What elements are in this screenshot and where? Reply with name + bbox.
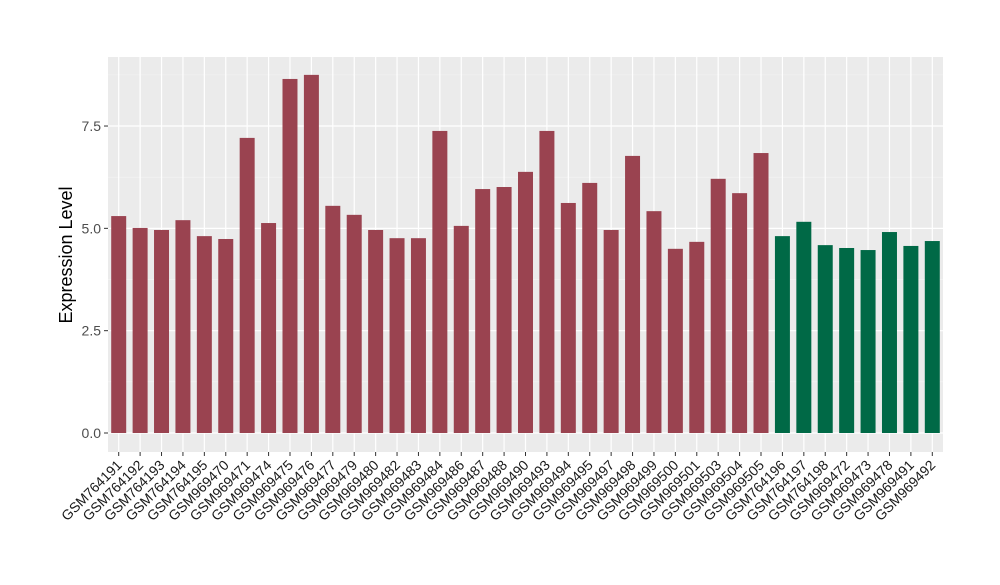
y-tick-label: 5.0 <box>82 220 102 236</box>
bar-GSM969504 <box>732 193 748 433</box>
bar-GSM969491 <box>903 245 919 433</box>
y-tick-label: 2.5 <box>82 323 102 339</box>
bar-GSM969474 <box>261 223 277 433</box>
bar-GSM969494 <box>560 202 576 433</box>
bar-GSM764191 <box>111 216 127 433</box>
bar-GSM969471 <box>239 137 255 433</box>
bar-GSM969475 <box>282 78 298 433</box>
bar-GSM969486 <box>453 225 469 433</box>
bar-GSM969484 <box>432 130 448 434</box>
bar-GSM969498 <box>625 155 641 433</box>
bar-GSM969497 <box>603 229 619 433</box>
bar-GSM969476 <box>303 74 319 434</box>
y-tick-label: 7.5 <box>82 118 102 134</box>
bar-GSM969470 <box>218 238 234 433</box>
bar-GSM764195 <box>196 236 212 433</box>
bar-GSM969501 <box>689 241 705 433</box>
y-axis-label: Expression Level <box>56 186 76 323</box>
bar-GSM969473 <box>860 250 876 433</box>
bar-GSM969478 <box>881 232 897 433</box>
bar-GSM969490 <box>518 171 533 434</box>
bar-GSM969492 <box>924 241 940 433</box>
y-tick-label: 0.0 <box>82 425 102 441</box>
bar-GSM969482 <box>389 238 405 433</box>
bar-GSM764193 <box>154 229 170 433</box>
bar-GSM969493 <box>539 130 555 434</box>
bar-GSM969488 <box>496 187 512 433</box>
bar-GSM969500 <box>667 248 683 433</box>
bar-GSM969487 <box>475 189 491 433</box>
bar-GSM969479 <box>346 214 362 433</box>
bar-GSM764198 <box>817 245 833 433</box>
bar-GSM969483 <box>410 238 426 433</box>
bar-GSM969495 <box>582 182 598 433</box>
bar-GSM969477 <box>325 205 341 433</box>
bar-GSM764192 <box>132 227 148 433</box>
bar-GSM764194 <box>175 220 191 433</box>
bar-GSM764196 <box>774 236 790 433</box>
bar-GSM969505 <box>753 153 769 433</box>
bar-GSM969499 <box>646 211 662 433</box>
bar-GSM969472 <box>839 247 855 433</box>
bar-GSM764197 <box>796 221 812 433</box>
bar-GSM969480 <box>368 229 384 433</box>
bar-GSM969503 <box>710 178 726 433</box>
